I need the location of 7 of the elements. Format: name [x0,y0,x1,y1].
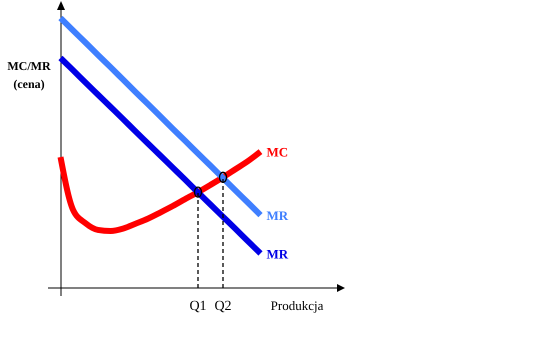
series-label: MR [266,246,289,262]
x-axis-title: Produkcja [270,298,324,313]
series-label: MC [266,144,288,160]
y-axis-title: MC/MR (cena) [7,59,51,91]
series-label: MR [266,208,289,224]
x-tick-label: Q1 [189,299,207,314]
x-tick-label: Q2 [214,299,232,314]
